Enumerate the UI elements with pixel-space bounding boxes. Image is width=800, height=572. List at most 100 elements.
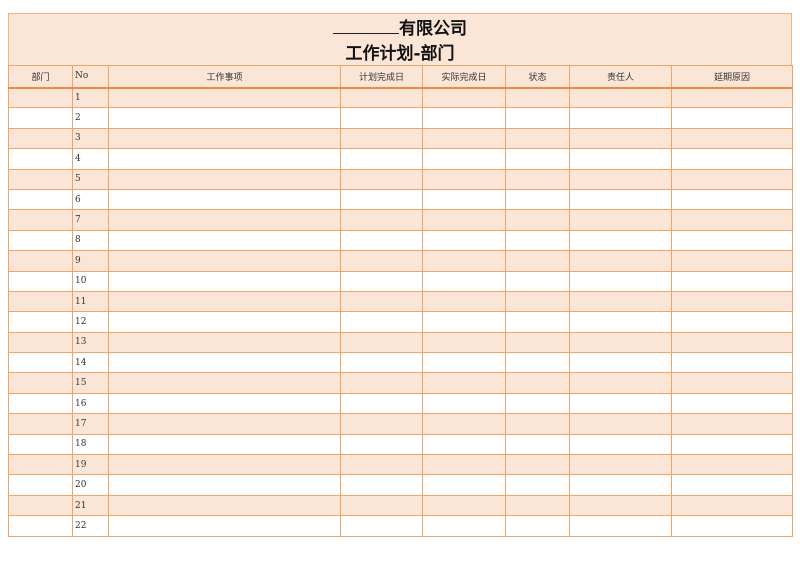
cell-task[interactable] bbox=[108, 311, 341, 333]
cell-planned-date[interactable] bbox=[340, 352, 423, 374]
cell-status[interactable] bbox=[505, 372, 570, 394]
cell-department[interactable] bbox=[8, 107, 73, 129]
cell-no[interactable]: 4 bbox=[72, 148, 109, 170]
cell-status[interactable] bbox=[505, 352, 570, 374]
cell-owner[interactable] bbox=[569, 413, 672, 435]
cell-delay-reason[interactable] bbox=[671, 413, 793, 435]
cell-department[interactable] bbox=[8, 413, 73, 435]
cell-department[interactable] bbox=[8, 433, 73, 456]
cell-department[interactable] bbox=[8, 494, 73, 517]
cell-no[interactable]: 22 bbox=[72, 515, 109, 537]
cell-no[interactable]: 9 bbox=[72, 250, 109, 272]
cell-task[interactable] bbox=[108, 148, 341, 170]
cell-department[interactable] bbox=[8, 209, 73, 231]
cell-task[interactable] bbox=[108, 494, 341, 517]
cell-owner[interactable] bbox=[569, 433, 672, 456]
cell-owner[interactable] bbox=[569, 474, 672, 496]
cell-delay-reason[interactable] bbox=[671, 433, 793, 456]
cell-department[interactable] bbox=[8, 250, 73, 272]
cell-actual-date[interactable] bbox=[422, 250, 506, 272]
cell-planned-date[interactable] bbox=[340, 148, 423, 170]
cell-planned-date[interactable] bbox=[340, 86, 423, 109]
cell-status[interactable] bbox=[505, 433, 570, 456]
cell-planned-date[interactable] bbox=[340, 331, 423, 354]
cell-actual-date[interactable] bbox=[422, 86, 506, 109]
cell-owner[interactable] bbox=[569, 250, 672, 272]
cell-actual-date[interactable] bbox=[422, 433, 506, 456]
cell-owner[interactable] bbox=[569, 515, 672, 537]
cell-planned-date[interactable] bbox=[340, 127, 423, 150]
cell-no[interactable]: 2 bbox=[72, 107, 109, 129]
cell-no[interactable]: 18 bbox=[72, 433, 109, 456]
cell-status[interactable] bbox=[505, 331, 570, 354]
cell-planned-date[interactable] bbox=[340, 270, 423, 292]
cell-owner[interactable] bbox=[569, 107, 672, 129]
cell-task[interactable] bbox=[108, 331, 341, 354]
cell-no[interactable]: 1 bbox=[72, 86, 109, 109]
cell-actual-date[interactable] bbox=[422, 352, 506, 374]
cell-actual-date[interactable] bbox=[422, 168, 506, 190]
cell-owner[interactable] bbox=[569, 148, 672, 170]
cell-status[interactable] bbox=[505, 515, 570, 537]
cell-no[interactable]: 12 bbox=[72, 311, 109, 333]
cell-delay-reason[interactable] bbox=[671, 107, 793, 129]
cell-status[interactable] bbox=[505, 107, 570, 129]
cell-owner[interactable] bbox=[569, 209, 672, 231]
cell-department[interactable] bbox=[8, 290, 73, 313]
cell-delay-reason[interactable] bbox=[671, 474, 793, 496]
cell-department[interactable] bbox=[8, 474, 73, 496]
cell-planned-date[interactable] bbox=[340, 168, 423, 190]
cell-department[interactable] bbox=[8, 270, 73, 292]
cell-planned-date[interactable] bbox=[340, 229, 423, 252]
cell-task[interactable] bbox=[108, 250, 341, 272]
cell-task[interactable] bbox=[108, 433, 341, 456]
cell-status[interactable] bbox=[505, 229, 570, 252]
cell-task[interactable] bbox=[108, 392, 341, 415]
cell-delay-reason[interactable] bbox=[671, 372, 793, 394]
cell-planned-date[interactable] bbox=[340, 413, 423, 435]
cell-delay-reason[interactable] bbox=[671, 331, 793, 354]
cell-no[interactable]: 19 bbox=[72, 454, 109, 476]
cell-department[interactable] bbox=[8, 311, 73, 333]
cell-no[interactable]: 14 bbox=[72, 352, 109, 374]
cell-planned-date[interactable] bbox=[340, 188, 423, 211]
cell-task[interactable] bbox=[108, 413, 341, 435]
cell-planned-date[interactable] bbox=[340, 311, 423, 333]
cell-delay-reason[interactable] bbox=[671, 515, 793, 537]
cell-task[interactable] bbox=[108, 270, 341, 292]
cell-status[interactable] bbox=[505, 392, 570, 415]
cell-task[interactable] bbox=[108, 515, 341, 537]
cell-owner[interactable] bbox=[569, 86, 672, 109]
cell-delay-reason[interactable] bbox=[671, 188, 793, 211]
cell-no[interactable]: 7 bbox=[72, 209, 109, 231]
cell-delay-reason[interactable] bbox=[671, 250, 793, 272]
cell-actual-date[interactable] bbox=[422, 188, 506, 211]
cell-planned-date[interactable] bbox=[340, 250, 423, 272]
cell-department[interactable] bbox=[8, 168, 73, 190]
cell-no[interactable]: 10 bbox=[72, 270, 109, 292]
cell-planned-date[interactable] bbox=[340, 433, 423, 456]
cell-department[interactable] bbox=[8, 148, 73, 170]
cell-no[interactable]: 8 bbox=[72, 229, 109, 252]
cell-task[interactable] bbox=[108, 127, 341, 150]
cell-delay-reason[interactable] bbox=[671, 454, 793, 476]
cell-actual-date[interactable] bbox=[422, 331, 506, 354]
cell-department[interactable] bbox=[8, 454, 73, 476]
cell-task[interactable] bbox=[108, 86, 341, 109]
cell-actual-date[interactable] bbox=[422, 515, 506, 537]
cell-task[interactable] bbox=[108, 290, 341, 313]
cell-actual-date[interactable] bbox=[422, 454, 506, 476]
cell-task[interactable] bbox=[108, 352, 341, 374]
cell-planned-date[interactable] bbox=[340, 454, 423, 476]
cell-no[interactable]: 15 bbox=[72, 372, 109, 394]
cell-status[interactable] bbox=[505, 250, 570, 272]
cell-actual-date[interactable] bbox=[422, 148, 506, 170]
cell-status[interactable] bbox=[505, 474, 570, 496]
cell-planned-date[interactable] bbox=[340, 209, 423, 231]
cell-planned-date[interactable] bbox=[340, 494, 423, 517]
cell-no[interactable]: 21 bbox=[72, 494, 109, 517]
cell-actual-date[interactable] bbox=[422, 229, 506, 252]
cell-status[interactable] bbox=[505, 494, 570, 517]
cell-delay-reason[interactable] bbox=[671, 352, 793, 374]
cell-department[interactable] bbox=[8, 372, 73, 394]
